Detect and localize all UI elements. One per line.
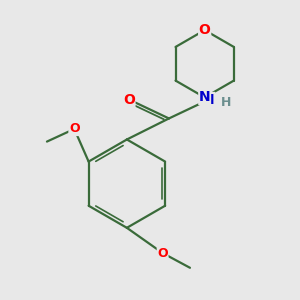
Text: O: O bbox=[123, 92, 135, 106]
Text: O: O bbox=[199, 23, 211, 37]
Text: N: N bbox=[199, 90, 211, 104]
Text: H: H bbox=[220, 96, 231, 109]
Text: O: O bbox=[157, 247, 168, 260]
Text: N: N bbox=[203, 92, 215, 106]
Text: O: O bbox=[69, 122, 80, 136]
